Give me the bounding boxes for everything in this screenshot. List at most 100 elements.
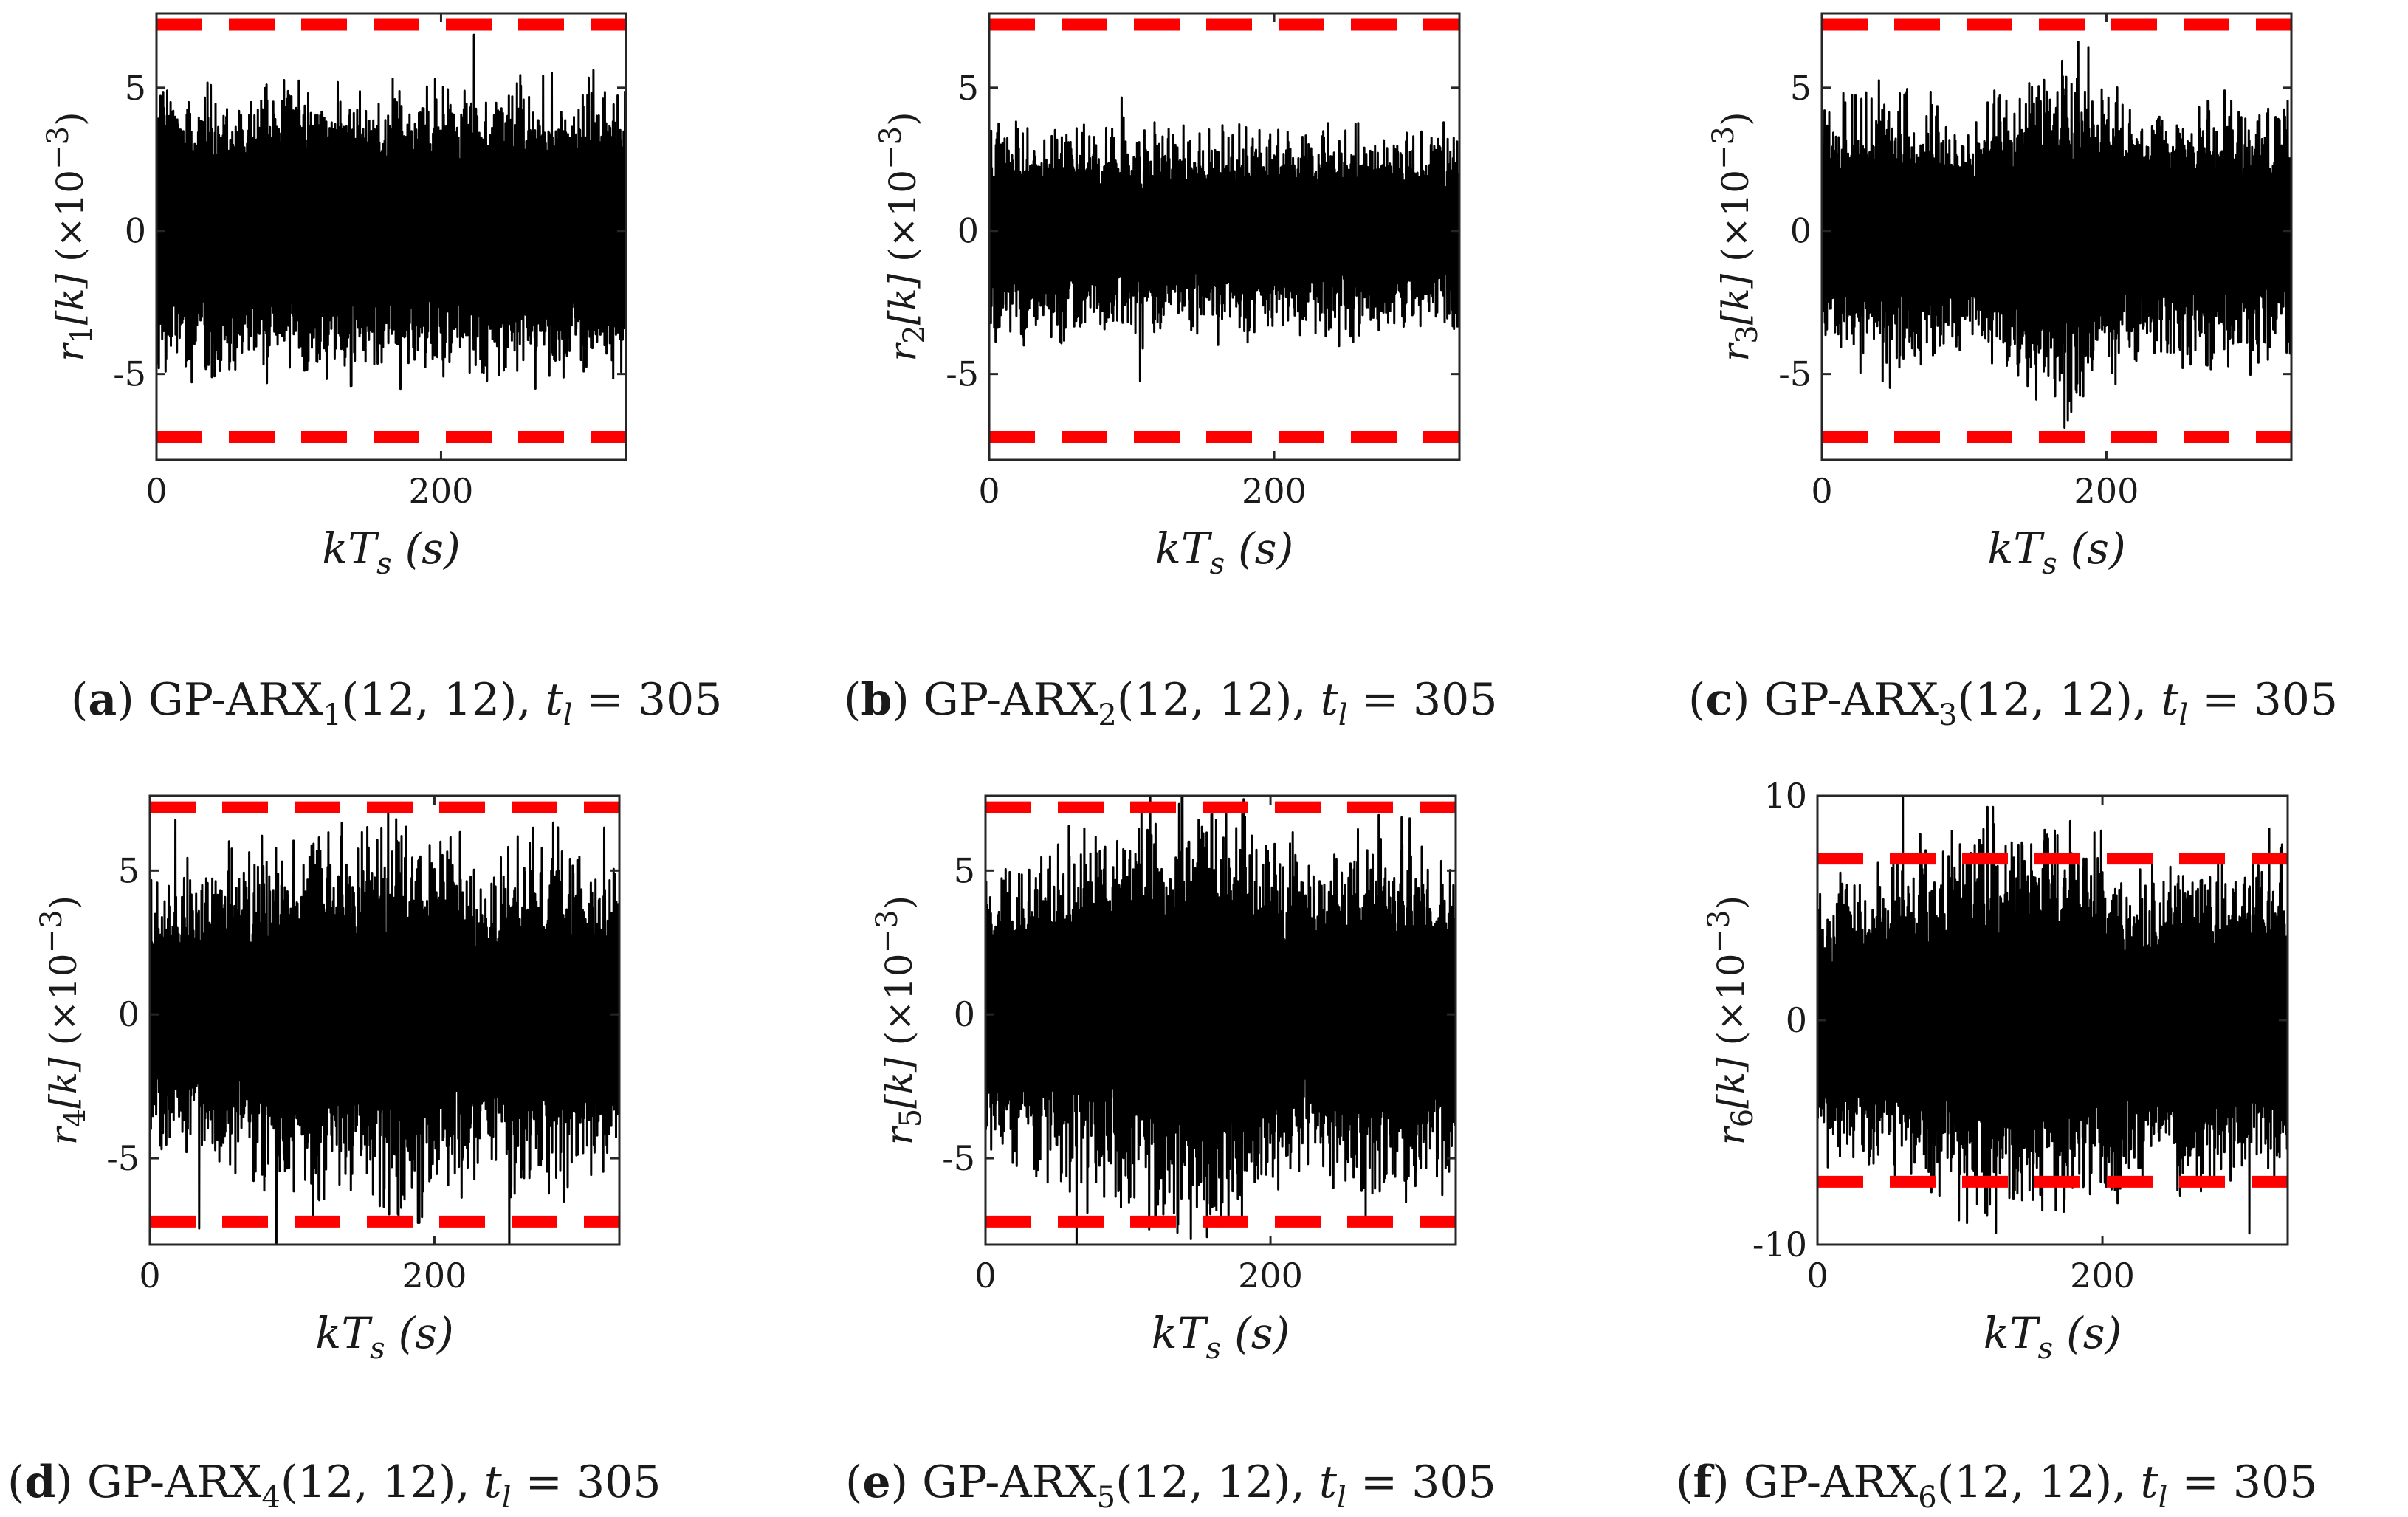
- y-label-scale: (×10: [881, 170, 924, 262]
- axes-box: [984, 794, 1457, 1246]
- caption-equals: =: [1346, 1456, 1411, 1508]
- caption-paren-close: ): [117, 674, 148, 726]
- panel-caption: (e) GP-ARX5(12, 12), tl = 305: [845, 1456, 1496, 1515]
- x-axis-label: kTs (s): [1987, 523, 2125, 581]
- y-label-scale: (×10: [49, 170, 92, 262]
- caption-comma: ,: [517, 674, 545, 726]
- panel-caption: (f) GP-ARX6(12, 12), tl = 305: [1676, 1456, 2317, 1515]
- caption-model: GP-ARX: [1744, 1456, 1919, 1508]
- caption-model: GP-ARX: [922, 1456, 1097, 1508]
- y-label-scale: (×10: [1710, 953, 1752, 1045]
- y-label-exp: −3: [35, 909, 69, 953]
- x-tick-label: 200: [402, 1256, 467, 1296]
- x-tick-label: 200: [1242, 471, 1307, 511]
- caption-order: (12, 12): [1957, 674, 2133, 726]
- y-label-scale: (×10: [878, 953, 921, 1045]
- x-tick-label: 200: [2070, 1256, 2135, 1296]
- y-label-var: r: [1710, 1125, 1752, 1145]
- caption-threshold-value: 305: [577, 1456, 661, 1508]
- caption-model: GP-ARX: [148, 674, 323, 726]
- y-label-var: r: [42, 1125, 85, 1145]
- caption-threshold-sub: l: [502, 1481, 512, 1515]
- y-label-arg: [k]: [49, 273, 92, 325]
- y-axis-label: r6[k] (×10−3): [1702, 895, 1760, 1145]
- caption-tag: a: [88, 674, 117, 726]
- y-label-exp: −3: [41, 126, 75, 170]
- y-axis-label: r2[k] (×10−3): [874, 111, 932, 361]
- x-tick-label: 0: [139, 1256, 160, 1296]
- panel-caption: (b) GP-ARX2(12, 12), tl = 305: [844, 674, 1498, 732]
- y-tick-label: -5: [946, 354, 979, 394]
- caption-model: GP-ARX: [923, 674, 1098, 726]
- axes-box: [155, 12, 627, 461]
- caption-tag: d: [24, 1456, 55, 1508]
- caption-threshold-label: t: [1319, 1456, 1338, 1508]
- x-axis-label: kTs (s): [1155, 523, 1293, 581]
- y-tick-label: 5: [954, 850, 975, 890]
- caption-threshold-sub: l: [1338, 698, 1348, 732]
- y-label-close: ): [49, 111, 92, 126]
- panel-caption: (c) GP-ARX3(12, 12), tl = 305: [1688, 674, 2338, 732]
- y-tick-label: 5: [125, 68, 146, 108]
- y-label-close: ): [1710, 895, 1752, 910]
- x-label-unit: (s): [399, 1308, 454, 1358]
- y-tick-label: -10: [1752, 1225, 1807, 1265]
- caption-equals: =: [573, 674, 638, 726]
- y-tick-label: 0: [954, 994, 975, 1034]
- x-label-main: kT: [1155, 523, 1213, 574]
- x-label-main: kT: [1987, 523, 2045, 574]
- caption-threshold-sub: l: [2178, 698, 2188, 732]
- x-label-main: kT: [1152, 1308, 1209, 1358]
- caption-threshold-value: 305: [1411, 1456, 1496, 1508]
- caption-model: GP-ARX: [87, 1456, 262, 1508]
- residual-series: [156, 33, 626, 391]
- caption-order: (12, 12): [281, 1456, 456, 1508]
- x-label-sub: s: [2038, 1332, 2054, 1366]
- caption-order: (12, 12): [1937, 1456, 2113, 1508]
- caption-order: (12, 12): [1117, 674, 1293, 726]
- x-label-sub: s: [2042, 547, 2057, 581]
- y-tick-label: -5: [113, 354, 146, 394]
- y-tick-label: 10: [1764, 776, 1807, 816]
- x-axis-label: kTs (s): [1152, 1308, 1290, 1366]
- y-label-index: 3: [1730, 325, 1764, 343]
- caption-tag: f: [1693, 1456, 1715, 1508]
- caption-threshold-label: t: [2161, 674, 2179, 726]
- residual-series: [989, 96, 1459, 382]
- x-label-main: kT: [322, 523, 379, 574]
- axes-box: [988, 12, 1461, 461]
- caption-tag: e: [862, 1456, 890, 1508]
- caption-model: GP-ARX: [1764, 674, 1939, 726]
- caption-tag: c: [1705, 674, 1733, 726]
- x-tick-label: 0: [974, 1256, 996, 1296]
- residual-series: [150, 811, 619, 1245]
- caption-paren-open: (: [7, 1456, 24, 1508]
- x-label-sub: s: [1210, 547, 1225, 581]
- caption-equals: =: [1348, 674, 1413, 726]
- y-axis-label: r1[k] (×10−3): [41, 111, 99, 361]
- caption-paren-close: ): [1712, 1456, 1743, 1508]
- x-axis-label: kTs (s): [315, 1308, 453, 1366]
- caption-comma: ,: [2112, 1456, 2140, 1508]
- x-label-main: kT: [1984, 1308, 2041, 1358]
- caption-comma: ,: [455, 1456, 484, 1508]
- y-label-index: 5: [894, 1109, 928, 1127]
- y-label-var: r: [878, 1125, 921, 1145]
- caption-tag: b: [861, 674, 892, 726]
- x-tick-label: 200: [1238, 1256, 1303, 1296]
- caption-model-index: 4: [261, 1481, 280, 1515]
- caption-equals: =: [2188, 674, 2253, 726]
- y-tick-label: 0: [118, 994, 140, 1034]
- caption-threshold-label: t: [546, 674, 564, 726]
- y-label-exp: −3: [874, 126, 908, 170]
- caption-paren-close: ): [1733, 674, 1764, 726]
- panel-caption: (d) GP-ARX4(12, 12), tl = 305: [7, 1456, 661, 1515]
- axes-box: [1820, 12, 2293, 461]
- caption-paren-open: (: [844, 674, 861, 726]
- y-tick-label: -5: [942, 1138, 975, 1178]
- caption-paren-open: (: [71, 674, 88, 726]
- x-tick-label: 0: [145, 471, 167, 511]
